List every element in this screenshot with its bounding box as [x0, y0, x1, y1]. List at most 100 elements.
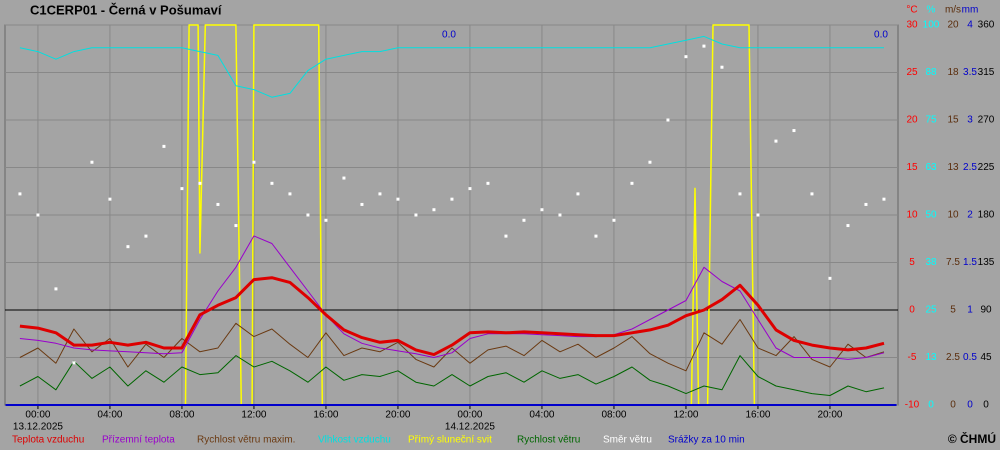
y-tick-label: 100: [923, 20, 940, 31]
y-tick-label: 10: [947, 210, 959, 221]
legend-entry: Vlhkost vzduchu: [318, 435, 391, 446]
y-tick-label: 3: [967, 115, 973, 126]
legend-entry: Směr větru: [603, 435, 652, 446]
series-line: [19, 276, 885, 357]
daily-total: 0.0: [874, 30, 888, 41]
wind-direction-point: [684, 55, 688, 59]
x-tick-label: 08:00: [169, 410, 194, 421]
y-tick-label: 225: [978, 162, 995, 173]
wind-direction-point: [126, 245, 130, 249]
y-tick-label: 3.5: [963, 67, 977, 78]
wind-direction-point: [666, 118, 670, 122]
series-line: [19, 319, 885, 372]
y-tick-label: -5: [908, 352, 917, 363]
y-tick-label: 270: [978, 115, 995, 126]
legend-entry: Přízemní teplota: [102, 435, 175, 446]
wind-direction-point: [774, 139, 778, 143]
wind-direction-point: [486, 181, 490, 185]
y-tick-label: 13: [947, 162, 959, 173]
y-tick-label: 45: [980, 352, 992, 363]
y-tick-label: 2.5: [946, 352, 960, 363]
y-tick-label: 360: [978, 20, 995, 31]
y-tick-label: 10: [906, 210, 918, 221]
wind-direction-point: [288, 192, 292, 196]
y-tick-label: 18: [947, 67, 959, 78]
x-tick-label: 16:00: [745, 410, 770, 421]
x-tick-label: 12:00: [241, 410, 266, 421]
wind-direction-point: [810, 192, 814, 196]
wind-direction-point: [162, 144, 166, 148]
x-tick-label: 20:00: [385, 410, 410, 421]
y-tick-label: 88: [925, 67, 937, 78]
date-label: 14.12.2025: [445, 422, 495, 433]
wind-direction-point: [594, 234, 598, 238]
wind-direction-point: [216, 202, 220, 206]
axis-unit: %: [927, 5, 936, 16]
wind-direction-point: [378, 192, 382, 196]
wind-direction-point: [360, 202, 364, 206]
y-tick-label: 0: [983, 400, 989, 411]
wind-direction-point: [576, 192, 580, 196]
daily-total: 0.0: [442, 30, 456, 41]
wind-direction-point: [18, 192, 22, 196]
wind-direction-point: [432, 208, 436, 212]
wind-direction-point: [630, 181, 634, 185]
y-tick-label: 0: [967, 400, 973, 411]
y-tick-label: -10: [905, 400, 920, 411]
series-line: [19, 235, 885, 360]
y-tick-label: 4: [967, 20, 973, 31]
axis-unit: m/s: [945, 5, 961, 16]
wind-direction-point: [270, 181, 274, 185]
y-tick-label: 90: [980, 305, 992, 316]
wind-direction-point: [756, 213, 760, 217]
x-tick-label: 08:00: [601, 410, 626, 421]
y-tick-label: 15: [947, 115, 959, 126]
y-tick-label: 135: [978, 257, 995, 268]
wind-direction-point: [36, 213, 40, 217]
y-tick-label: 20: [947, 20, 959, 31]
y-tick-label: 0: [909, 305, 915, 316]
wind-direction-point: [828, 276, 832, 280]
wind-direction-point: [252, 160, 256, 164]
wind-direction-point: [342, 176, 346, 180]
series-line: [5, 24, 897, 406]
y-tick-label: 38: [925, 257, 937, 268]
legend-entry: Rychlost větru: [517, 435, 580, 446]
wind-direction-point: [108, 197, 112, 201]
series-line: [19, 355, 885, 396]
wind-direction-point: [414, 213, 418, 217]
wind-direction-point: [180, 187, 184, 191]
wind-direction-point: [846, 224, 850, 228]
y-tick-label: 2: [967, 210, 973, 221]
wind-direction-point: [864, 202, 868, 206]
wind-direction-point: [72, 361, 76, 365]
wind-direction-point: [54, 287, 58, 291]
wind-direction-point: [720, 65, 724, 69]
wind-direction-point: [468, 187, 472, 191]
x-tick-label: 16:00: [313, 410, 338, 421]
axis-unit: mm: [962, 5, 979, 16]
wind-direction-point: [702, 44, 706, 48]
wind-direction-point: [558, 213, 562, 217]
wind-direction-point: [90, 160, 94, 164]
wind-direction-point: [234, 224, 238, 228]
wind-direction-point: [792, 129, 796, 133]
y-tick-label: 1.5: [963, 257, 977, 268]
y-tick-label: 7.5: [946, 257, 960, 268]
series-line: [19, 35, 884, 98]
wind-direction-point: [306, 213, 310, 217]
axis-unit: °C: [906, 5, 917, 16]
y-tick-label: 2.5: [963, 162, 977, 173]
wind-direction-point: [882, 197, 886, 201]
date-label: 13.12.2025: [13, 422, 63, 433]
y-tick-label: 13: [925, 352, 937, 363]
x-tick-label: 20:00: [817, 410, 842, 421]
y-tick-label: 0: [950, 400, 956, 411]
wind-direction-point: [522, 218, 526, 222]
wind-direction-point: [612, 218, 616, 222]
y-tick-label: 5: [950, 305, 956, 316]
x-tick-label: 12:00: [673, 410, 698, 421]
wind-direction-point: [504, 234, 508, 238]
chart-title: C1CERP01 - Černá v Pošumaví: [30, 2, 222, 17]
